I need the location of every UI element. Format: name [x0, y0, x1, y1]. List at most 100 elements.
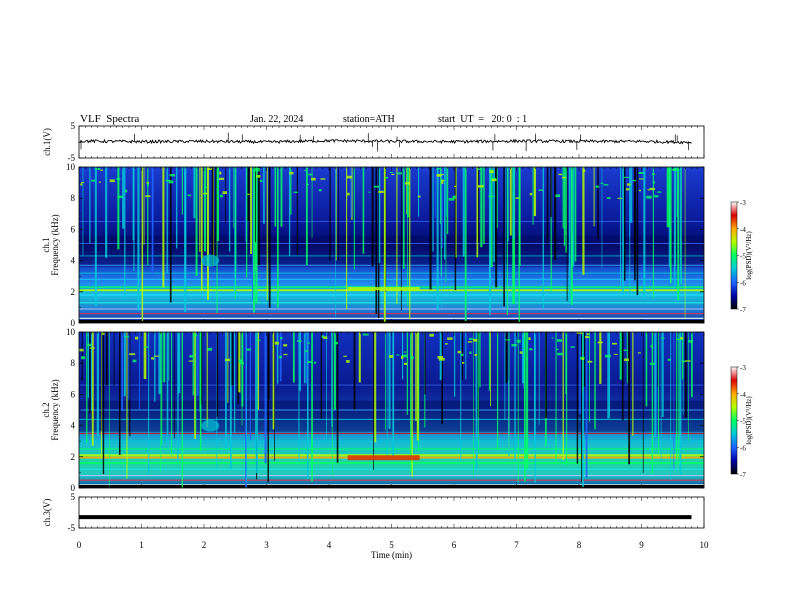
- s1-sferic: [593, 167, 595, 227]
- s2-speckle: [274, 341, 279, 345]
- s2-speckle: [587, 360, 593, 363]
- s2-speckle: [516, 339, 521, 343]
- s2-sferic: [576, 332, 579, 464]
- s1-speckle: [378, 190, 384, 194]
- s2-sferic: [245, 332, 247, 488]
- s1-sferic: [563, 167, 566, 247]
- s2-speckle: [605, 354, 611, 358]
- s2-speckle: [681, 360, 686, 363]
- s2-sferic: [533, 332, 535, 446]
- s1-sferic: [547, 167, 549, 239]
- s2-sferic: [129, 332, 131, 437]
- s2-speckle: [81, 356, 86, 360]
- s2-speckle: [437, 356, 444, 359]
- s1-sferic: [184, 167, 187, 287]
- s1-sferic: [296, 167, 298, 255]
- s2-sferic: [406, 332, 408, 415]
- s1-speckle: [222, 191, 227, 195]
- s2-sferic: [276, 332, 279, 384]
- s1-speckle: [219, 194, 223, 198]
- s2-speckle: [343, 355, 347, 357]
- s2-sferic: [274, 332, 275, 461]
- s1-speckle: [80, 181, 85, 184]
- s1-sferic: [143, 167, 145, 245]
- s1-speckle: [623, 176, 630, 178]
- s1-sferic: [503, 167, 505, 307]
- s2-sferic: [521, 332, 525, 384]
- s2-sferic: [311, 332, 313, 482]
- s1-sferic: [215, 167, 217, 261]
- s2-event-band: [347, 455, 420, 461]
- s1-speckle: [219, 171, 222, 175]
- s1-sferic: [377, 167, 380, 319]
- xtick-label: 2: [202, 540, 207, 550]
- s1-tone-line: [79, 272, 704, 274]
- s2-speckle: [283, 353, 288, 356]
- s2-sferic: [621, 332, 624, 421]
- s1-speckle: [259, 179, 263, 182]
- s2-sferic: [388, 332, 391, 429]
- s2-speckle: [623, 349, 627, 351]
- s2-sferic: [108, 332, 110, 487]
- s1-sferic: [669, 167, 672, 284]
- s2-speckle: [280, 336, 283, 340]
- xtick-label: 3: [264, 540, 269, 550]
- s2-sferic: [358, 332, 361, 383]
- s1-tone-line: [79, 221, 704, 222]
- s2-sferic: [678, 332, 680, 463]
- s1-sferic: [371, 167, 374, 267]
- s1-colorbar-tick-label: -5: [740, 253, 746, 261]
- s2-sferic: [582, 332, 584, 487]
- xtick-label: 10: [700, 540, 710, 550]
- s2-tone-line: [79, 479, 704, 481]
- s1-tone-line: [79, 289, 704, 292]
- s1-speckle: [187, 194, 192, 197]
- s2-sferic: [353, 332, 356, 410]
- s2-sferic: [105, 332, 108, 386]
- s2-sferic: [177, 332, 179, 460]
- s1-tone-line: [79, 308, 704, 310]
- s1-speckle: [436, 173, 442, 177]
- s2-sferic: [488, 332, 490, 391]
- s1-sferic: [162, 167, 165, 288]
- s1-sferic: [89, 167, 91, 244]
- s2-sferic: [255, 332, 256, 455]
- s1-speckle: [558, 173, 563, 176]
- s1-sferic: [572, 167, 575, 267]
- s2-sferic: [333, 332, 336, 410]
- s1-sferic: [495, 167, 498, 288]
- s2-sferic: [475, 332, 478, 469]
- s1-sferic: [362, 167, 365, 254]
- s1-speckle: [368, 191, 371, 193]
- s2-sferic: [268, 332, 270, 400]
- s1-sferic: [105, 167, 108, 258]
- s2-speckle: [296, 340, 302, 342]
- s2-speckle: [676, 338, 682, 341]
- s1-sferic: [629, 167, 631, 295]
- s2-speckle: [307, 361, 313, 363]
- s1-tone-line: [79, 301, 704, 304]
- s1-sferic: [396, 167, 398, 305]
- s2-sferic: [160, 332, 162, 473]
- s2-sferic: [292, 332, 295, 383]
- s2-speckle: [238, 359, 243, 363]
- w1-trace: [78, 138, 692, 145]
- s2-sferic: [599, 332, 602, 384]
- s2-sferic: [619, 332, 622, 380]
- s2-speckle: [411, 356, 414, 360]
- s1-sferic: [550, 167, 552, 218]
- s2-speckle: [132, 359, 137, 363]
- xtick-label: 4: [327, 540, 332, 550]
- s1-sferic: [568, 167, 571, 304]
- s2-speckle: [637, 352, 641, 354]
- s2-sferic: [384, 332, 386, 430]
- s2-ytick-label: 0: [71, 483, 76, 493]
- s1-sferic: [620, 167, 622, 286]
- s2-sferic: [416, 332, 419, 441]
- s2-colorbar-tick-label: -6: [740, 444, 746, 452]
- s1-speckle: [617, 197, 623, 199]
- s2-sferic: [320, 332, 322, 419]
- s1-sferic: [252, 167, 254, 301]
- s2-colorbar-tick-label: -4: [740, 391, 746, 399]
